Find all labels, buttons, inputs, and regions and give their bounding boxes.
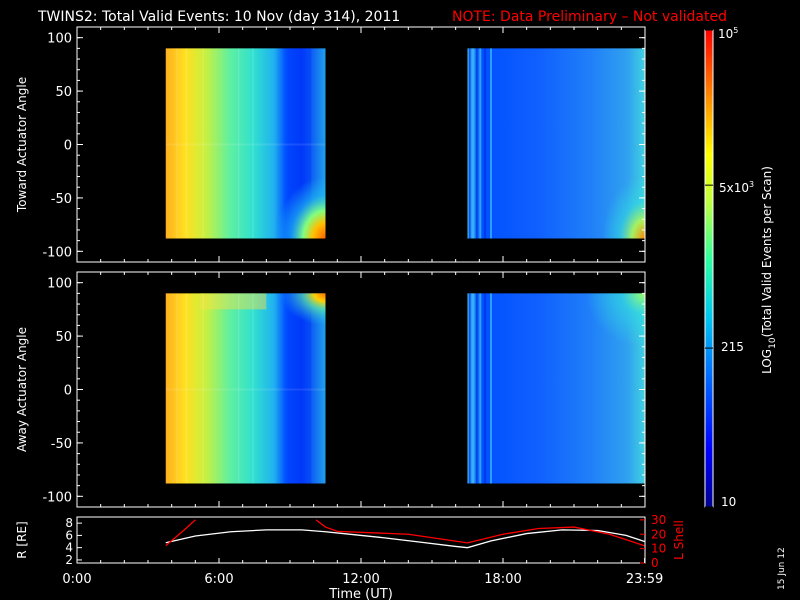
y-tick-label: -100 <box>42 245 72 260</box>
y-axis-label-left: R [RE] <box>15 521 29 558</box>
series-lshell <box>165 519 196 547</box>
heatmap-hot-region <box>275 176 326 239</box>
x-tick-label: 12:00 <box>342 572 379 587</box>
side-date: 15 Jun 12 <box>777 547 787 590</box>
y-tick-label: 50 <box>55 330 72 345</box>
y-axis-label-right: L Shell <box>672 520 686 560</box>
series-lshell <box>315 519 645 547</box>
colorbar-tick-5e3: 5x103 <box>719 180 754 195</box>
colorbar: 10 215 5x103 105 LOG10(Total Valid Event… <box>704 26 778 509</box>
x-tick-label: 0:00 <box>62 572 91 587</box>
y-tick-label: 0 <box>64 384 72 399</box>
colorbar-tick-10: 10 <box>721 495 736 509</box>
heatmap-streak <box>252 48 254 239</box>
colorbar-label: LOG10(Total Valid Events per Scan) <box>760 166 778 374</box>
axis-frame <box>76 516 646 564</box>
x-tick-label: 23:59 <box>626 572 663 587</box>
heatmap-streak <box>468 48 471 239</box>
heatmap-streak <box>202 48 204 239</box>
heatmap-streak <box>176 293 178 484</box>
y-axis-label: Toward Actuator Angle <box>15 77 29 213</box>
y-tick-label: -50 <box>51 192 72 207</box>
y-tick-label: 50 <box>55 85 72 100</box>
heatmap-panel-away: 100 50 0 -50 -100 Away Actuator Angle <box>15 271 646 508</box>
heatmap-streak <box>202 293 204 484</box>
colorbar-tick-215: 215 <box>721 340 744 354</box>
y-tick-label: 100 <box>47 277 72 292</box>
y-tick-label: -100 <box>42 490 72 505</box>
y-tick-label-left: 6 <box>65 528 73 542</box>
y-tick-label-right: 0 <box>651 556 659 570</box>
heatmap-streak <box>479 48 482 239</box>
heatmap-streak <box>185 48 188 239</box>
heatmap-streak <box>484 293 487 484</box>
y-tick-label-right: 30 <box>651 513 666 527</box>
heatmap-streak <box>252 293 254 484</box>
chart-title: TWINS2: Total Valid Events: 10 Nov (day … <box>37 9 400 25</box>
heatmap-streak <box>489 293 492 484</box>
y-tick-label-left: 8 <box>65 516 73 530</box>
heatmap-streak <box>176 48 178 239</box>
y-tick-label: -50 <box>51 437 72 452</box>
preliminary-note: NOTE: Data Preliminary – Not validated <box>452 9 727 25</box>
heatmap-zero-line <box>165 143 326 146</box>
x-tick-label: 18:00 <box>484 572 521 587</box>
y-axis-label: Away Actuator Angle <box>15 327 29 452</box>
heatmap-streak <box>472 48 475 239</box>
heatmap-streak <box>237 293 240 484</box>
heatmap-warm-band <box>200 293 267 310</box>
heatmap-warm-region <box>585 293 645 347</box>
heatmap-streak <box>475 48 478 239</box>
heatmap-streak <box>468 293 471 484</box>
heatmap-zero-line <box>165 388 326 391</box>
series-r <box>165 529 645 549</box>
heatmap-streak <box>185 293 188 484</box>
heatmap-streak <box>479 293 482 484</box>
colorbar-gradient <box>704 29 714 508</box>
y-tick-label-left: 4 <box>65 541 73 555</box>
y-tick-label-right: 20 <box>651 527 666 541</box>
y-tick-label-right: 10 <box>651 542 666 556</box>
heatmap-streak <box>472 293 475 484</box>
heatmap-low-band <box>287 293 312 484</box>
y-tick-label: 100 <box>47 32 72 47</box>
heatmap-streak <box>237 48 240 239</box>
heatmap-streak <box>484 48 487 239</box>
x-tick-label: 6:00 <box>204 572 233 587</box>
heatmap-panel-toward: 100 50 0 -50 -100 Toward Actuator Angle <box>15 26 646 263</box>
y-tick-label: 0 <box>64 139 72 154</box>
colorbar-tick-1e5: 105 <box>718 26 738 41</box>
heatmap-hot-region <box>280 293 326 326</box>
heatmap-streak <box>475 293 478 484</box>
heatmap-streak <box>489 48 492 239</box>
x-axis-label: Time (UT) <box>328 587 393 600</box>
heatmap-warm-region <box>602 176 645 239</box>
y-tick-label-left: 2 <box>65 553 73 567</box>
